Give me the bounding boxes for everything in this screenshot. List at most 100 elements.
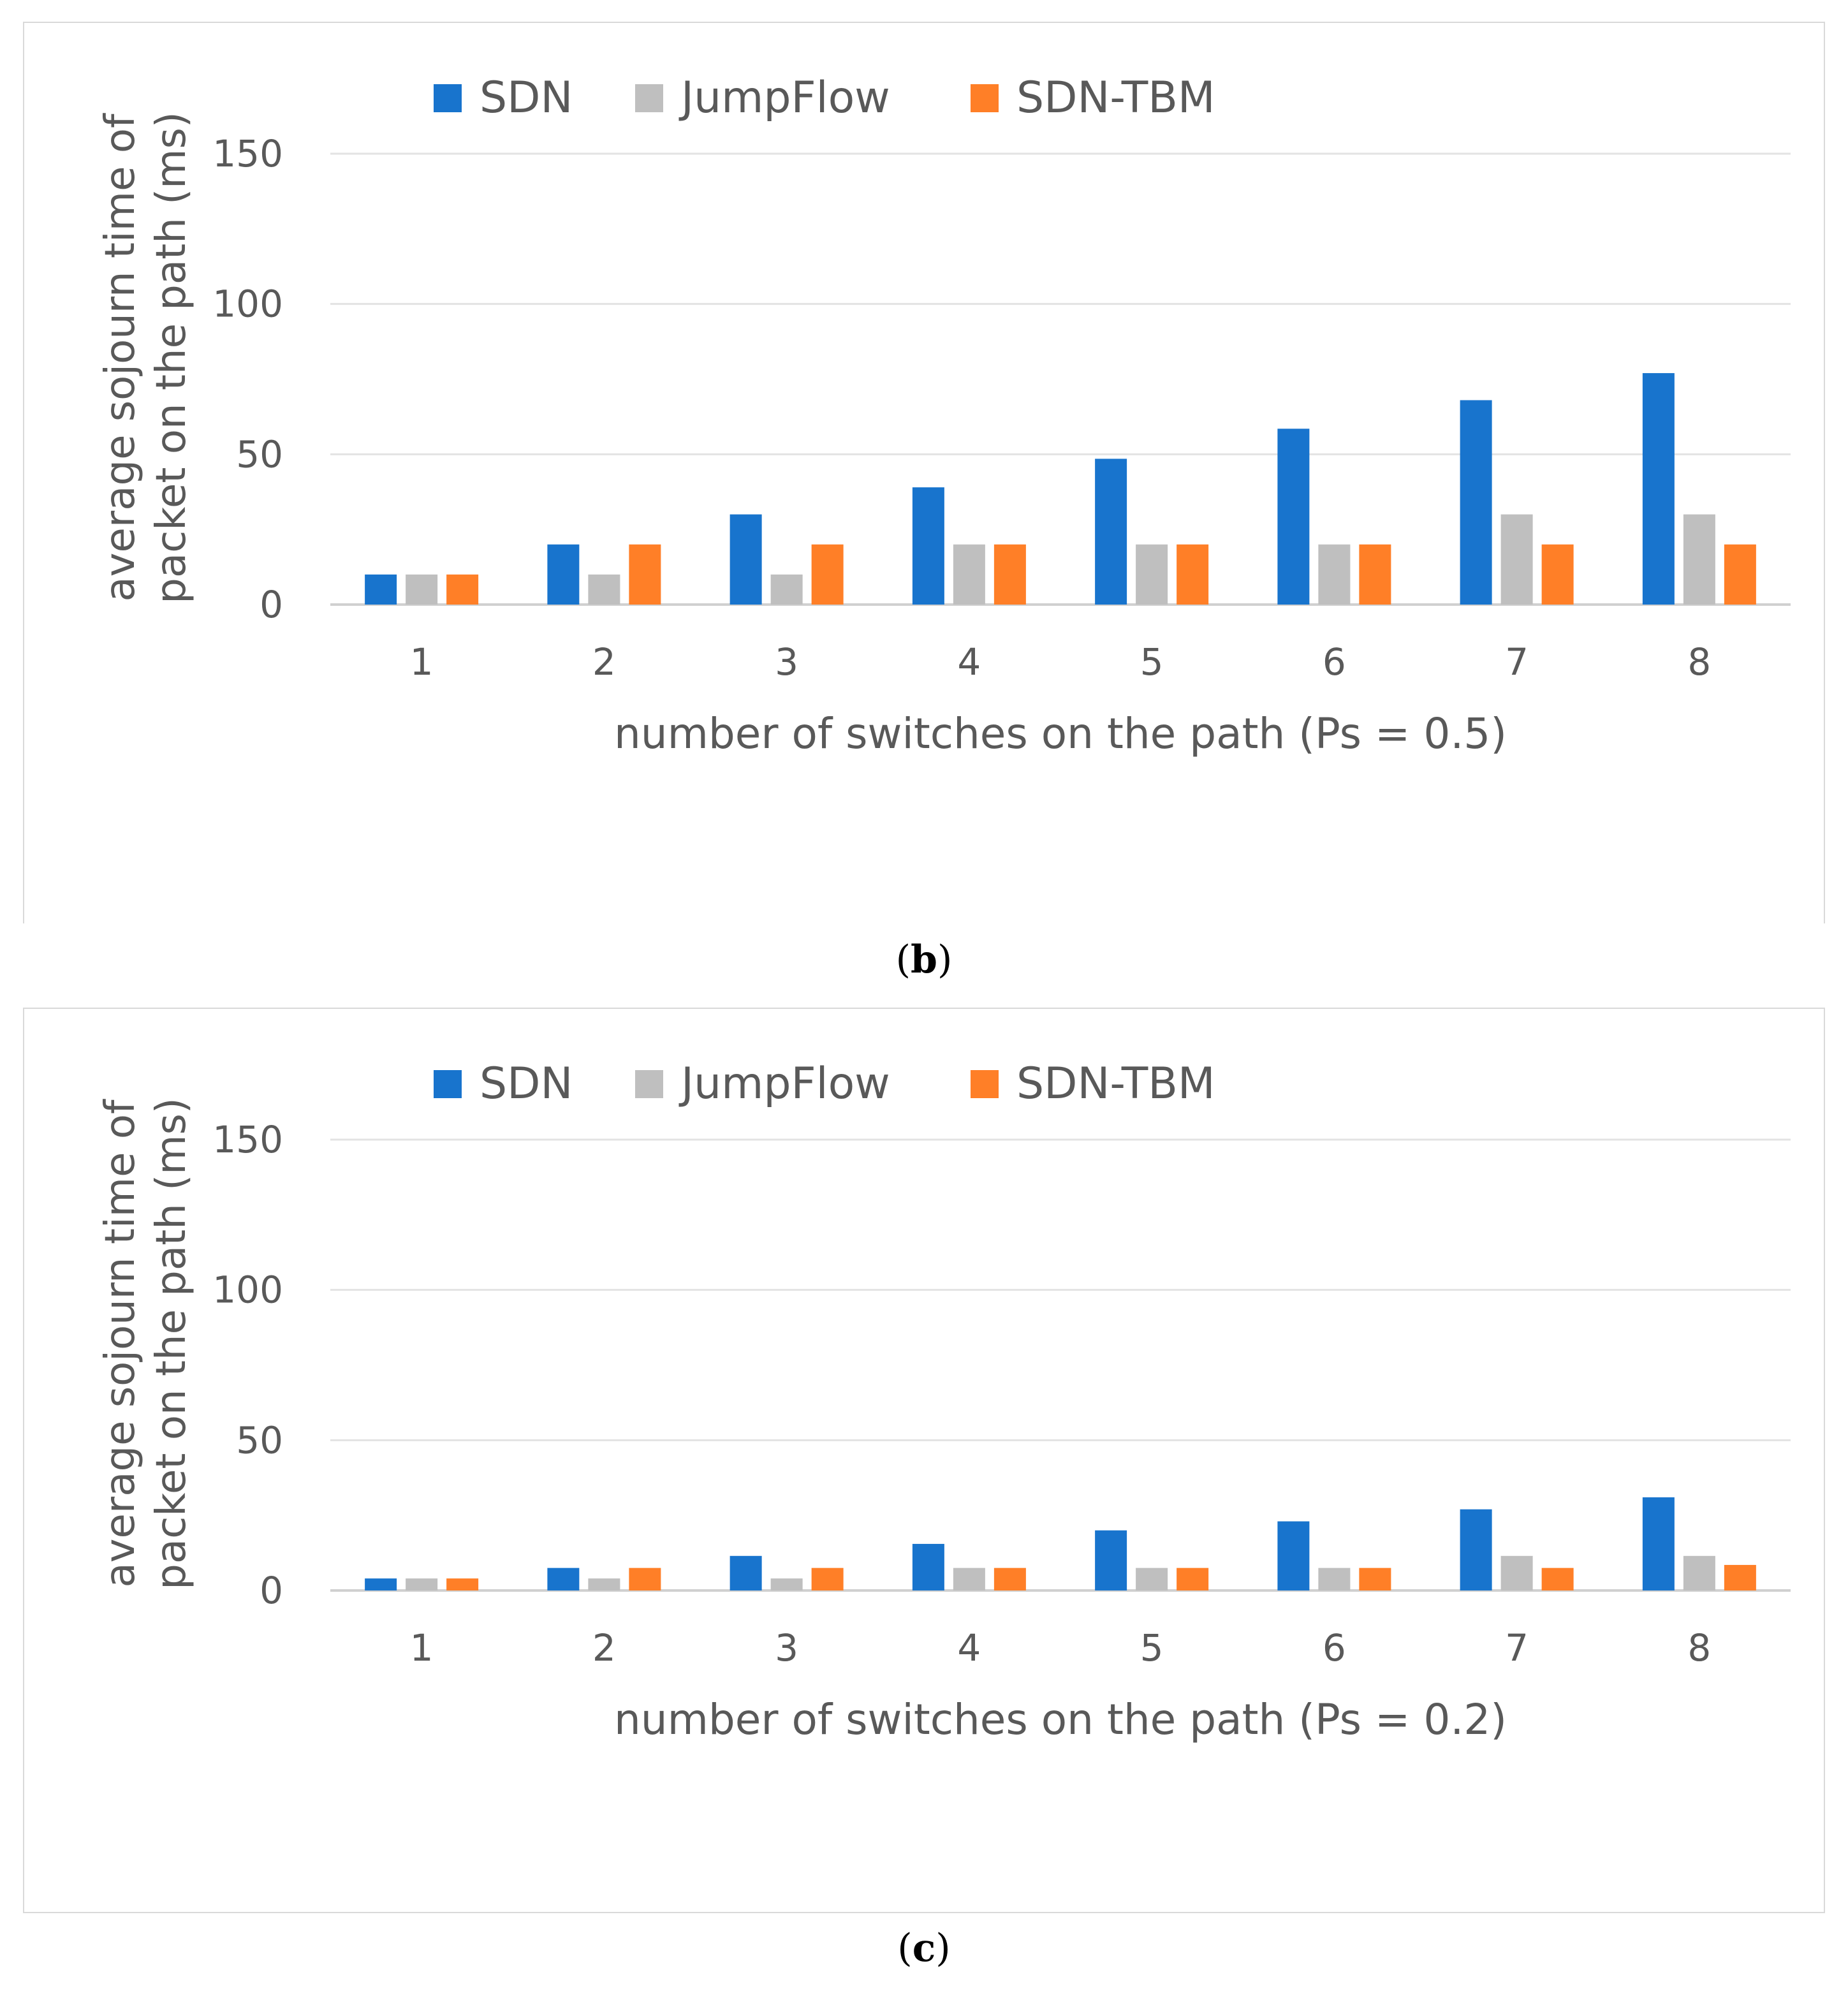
bar-jumpflow-6 <box>1318 1568 1351 1590</box>
bar-sdn-1 <box>365 574 397 605</box>
bar-sdn-6 <box>1277 429 1310 605</box>
bar-sdn-3 <box>730 1555 762 1590</box>
y-tick-label-0: 0 <box>260 1569 283 1612</box>
chart-c-svg: 0 50 100 150 1 2 3 4 5 6 7 8 number of switches on t… <box>97 1059 1791 1744</box>
y-tick-label-100: 100 <box>212 1268 283 1312</box>
x-tick-label-6: 6 <box>1323 640 1346 684</box>
y-tick-label-50: 50 <box>236 1418 283 1462</box>
x-tick-label-1: 1 <box>410 640 434 684</box>
legend-swatch-jumpflow <box>635 84 663 112</box>
x-axis-label: number of switches on the path (Ps = 0.2… <box>614 1695 1507 1744</box>
bar-sdn-tbm-6 <box>1359 1568 1391 1590</box>
bar-sdn-tbm-4 <box>994 1568 1026 1590</box>
y-tick-label-100: 100 <box>212 283 283 326</box>
bar-jumpflow-1 <box>406 574 438 605</box>
legend-swatch-sdn-tbm <box>971 84 999 112</box>
caption-b: (b) <box>0 937 1848 982</box>
bar-sdn-7 <box>1460 400 1492 605</box>
bar-jumpflow-5 <box>1136 1568 1168 1590</box>
legend-label-jumpflow: JumpFlow <box>678 73 890 123</box>
bar-sdn-2 <box>547 1568 580 1590</box>
bar-jumpflow-4 <box>953 1568 985 1590</box>
bar-sdn-tbm-5 <box>1177 1568 1209 1590</box>
bar-jumpflow-7 <box>1500 1555 1533 1590</box>
y-axis-label-line1: average sojourn time of <box>97 1099 144 1588</box>
caption-c-close: ) <box>935 1926 951 1971</box>
legend-swatch-sdn-tbm <box>971 1070 999 1098</box>
bar-sdn-5 <box>1095 459 1127 605</box>
legend-label-sdn-tbm: SDN-TBM <box>1016 73 1215 123</box>
bar-jumpflow-2 <box>588 1578 620 1590</box>
bar-jumpflow-7 <box>1500 514 1533 605</box>
bar-jumpflow-8 <box>1683 1555 1715 1590</box>
chart-panel-b: 0 50 100 150 1 2 3 4 5 6 7 8 number of switches on t… <box>23 22 1825 923</box>
bar-sdn-4 <box>912 487 944 605</box>
chart-panel-c: 0 50 100 150 1 2 3 4 5 6 7 8 number of switches on t… <box>23 1008 1825 1913</box>
bar-sdn-8 <box>1642 373 1675 605</box>
caption-c: (c) <box>0 1926 1848 1971</box>
y-tick-label-0: 0 <box>260 583 283 626</box>
bar-sdn-tbm-1 <box>446 1578 479 1590</box>
x-tick-label-7: 7 <box>1505 640 1529 684</box>
bar-jumpflow-2 <box>588 574 620 605</box>
y-axis-label-line1: average sojourn time of <box>97 113 144 602</box>
x-tick-label-3: 3 <box>775 640 798 684</box>
y-tick-label-150: 150 <box>212 132 283 175</box>
bar-jumpflow-6 <box>1318 544 1351 605</box>
bar-sdn-tbm-2 <box>629 544 661 605</box>
bar-sdn-1 <box>365 1578 397 1590</box>
bar-jumpflow-8 <box>1683 514 1715 605</box>
x-tick-label-4: 4 <box>957 1626 981 1670</box>
bar-sdn-tbm-8 <box>1724 544 1756 605</box>
legend-label-sdn: SDN <box>480 1059 573 1109</box>
bar-sdn-2 <box>547 544 580 605</box>
legend-label-jumpflow: JumpFlow <box>678 1059 890 1109</box>
legend-swatch-sdn <box>434 84 462 112</box>
y-tick-label-50: 50 <box>236 432 283 476</box>
x-tick-label-4: 4 <box>957 640 981 684</box>
x-tick-label-8: 8 <box>1687 640 1711 684</box>
bar-sdn-tbm-8 <box>1724 1564 1756 1590</box>
bar-jumpflow-3 <box>770 1578 803 1590</box>
y-axis-label-line2: packet on the path (ms) <box>148 1098 195 1590</box>
bar-sdn-3 <box>730 514 762 605</box>
x-tick-label-2: 2 <box>592 1626 616 1670</box>
bar-jumpflow-4 <box>953 544 985 605</box>
bar-sdn-tbm-1 <box>446 574 479 605</box>
bar-sdn-tbm-7 <box>1541 544 1574 605</box>
x-tick-label-8: 8 <box>1687 1626 1711 1670</box>
x-tick-label-3: 3 <box>775 1626 798 1670</box>
legend-label-sdn-tbm: SDN-TBM <box>1016 1059 1215 1109</box>
bar-sdn-4 <box>912 1543 944 1590</box>
bar-sdn-tbm-3 <box>811 544 844 605</box>
caption-c-open: ( <box>897 1926 913 1971</box>
x-tick-label-7: 7 <box>1505 1626 1529 1670</box>
legend-swatch-sdn <box>434 1070 462 1098</box>
y-axis-label-line2: packet on the path (ms) <box>148 112 195 604</box>
legend-swatch-jumpflow <box>635 1070 663 1098</box>
bar-sdn-tbm-7 <box>1541 1568 1574 1590</box>
bar-sdn-tbm-3 <box>811 1568 844 1590</box>
bar-sdn-tbm-6 <box>1359 544 1391 605</box>
caption-c-letter: c <box>912 1926 936 1971</box>
bar-sdn-8 <box>1642 1497 1675 1590</box>
x-tick-label-5: 5 <box>1140 640 1164 684</box>
bar-sdn-6 <box>1277 1521 1310 1590</box>
caption-b-open: ( <box>895 937 911 982</box>
caption-b-close: ) <box>937 937 953 982</box>
legend-label-sdn: SDN <box>480 73 573 123</box>
bar-sdn-5 <box>1095 1530 1127 1590</box>
bar-sdn-tbm-4 <box>994 544 1026 605</box>
caption-b-letter: b <box>911 937 937 982</box>
bar-jumpflow-5 <box>1136 544 1168 605</box>
bar-jumpflow-1 <box>406 1578 438 1590</box>
bar-sdn-tbm-5 <box>1177 544 1209 605</box>
bar-jumpflow-3 <box>770 574 803 605</box>
bar-sdn-7 <box>1460 1509 1492 1590</box>
y-tick-label-150: 150 <box>212 1118 283 1161</box>
x-tick-label-2: 2 <box>592 640 616 684</box>
x-tick-label-5: 5 <box>1140 1626 1164 1670</box>
bar-sdn-tbm-2 <box>629 1568 661 1590</box>
x-tick-label-1: 1 <box>410 1626 434 1670</box>
x-tick-label-6: 6 <box>1323 1626 1346 1670</box>
